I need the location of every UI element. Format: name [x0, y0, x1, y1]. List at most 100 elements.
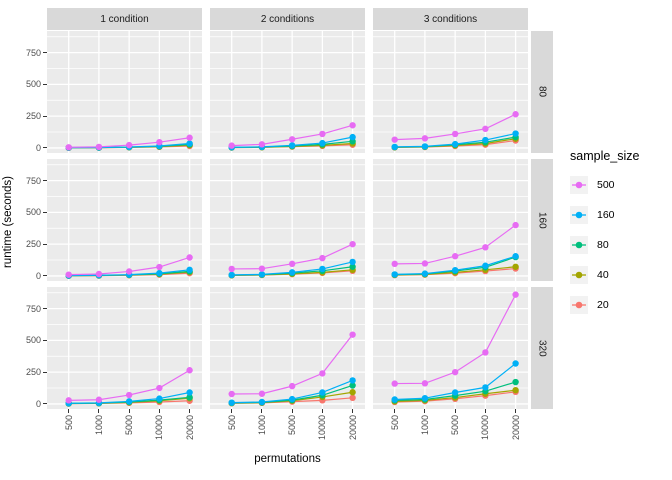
data-point-500 [288, 136, 296, 143]
data-point-500 [512, 221, 519, 229]
facet-col-strip-3: 3 conditions [373, 8, 528, 30]
panel-plot [210, 287, 365, 409]
axis-tick-mark [43, 403, 47, 405]
facet-panel-160-1-condition [47, 159, 202, 281]
data-point-160 [512, 360, 519, 367]
panel-plot [47, 31, 202, 153]
legend-key-glyph [572, 211, 586, 219]
data-point-40 [512, 386, 519, 394]
data-point-160 [512, 130, 519, 137]
data-point-160 [288, 395, 296, 403]
data-point-500 [482, 349, 489, 356]
data-point-500 [451, 130, 459, 138]
data-point-500 [482, 125, 489, 133]
data-point-40 [512, 263, 519, 270]
legend-entry-80: 80 [570, 230, 639, 260]
data-point-40 [349, 389, 356, 396]
x-tick-label: 500 [63, 415, 74, 431]
panel-plot [373, 287, 528, 409]
panel-plot [210, 31, 365, 153]
x-tick-label: 5000 [287, 415, 298, 436]
data-point-500 [65, 397, 72, 404]
facet-panel-80-3-conditions [373, 31, 528, 153]
axis-tick-mark [424, 409, 426, 413]
data-point-160 [288, 142, 296, 149]
legend-entry-160: 160 [570, 200, 639, 230]
axis-tick-mark [321, 409, 323, 413]
data-point-500 [65, 271, 72, 278]
facet-panel-160-3-conditions [373, 159, 528, 281]
data-point-160 [451, 389, 459, 396]
axis-tick-mark [352, 409, 354, 413]
data-point-160 [391, 143, 398, 151]
data-point-160 [319, 139, 326, 147]
data-point-160 [186, 140, 193, 147]
x-tick-label: 20000 [510, 415, 521, 441]
facet-panel-80-2-conditions [210, 31, 365, 153]
data-point-500 [95, 396, 103, 403]
y-tick-label: 250 [25, 239, 41, 250]
axis-tick-mark [43, 52, 47, 54]
data-point-80 [186, 394, 193, 401]
data-point-160 [258, 398, 266, 406]
facet-panel-320-3-conditions [373, 287, 528, 409]
data-point-160 [319, 265, 326, 273]
legend-key-glyph [572, 271, 586, 279]
facet-row-strip-160: 160 [531, 159, 553, 281]
data-point-500 [391, 380, 398, 387]
data-point-160 [288, 269, 296, 276]
legend-entry-20: 20 [570, 290, 639, 320]
axis-tick-mark [43, 308, 47, 310]
legend-key-glyph [572, 181, 586, 189]
data-point-500 [95, 143, 103, 151]
axis-tick-mark [128, 409, 130, 413]
legend-entries: 500 160 80 40 20 [570, 170, 639, 320]
y-tick-label: 0 [35, 398, 41, 409]
facet-panel-80-1-condition [47, 31, 202, 153]
facet-col-strip-1: 1 condition [47, 8, 202, 30]
legend-title: sample_size [570, 149, 640, 163]
legend-key-swatch [570, 236, 588, 254]
y-tick-label: 250 [25, 367, 41, 378]
data-point-500 [288, 382, 296, 390]
axis-tick-mark [43, 115, 47, 117]
data-point-500 [512, 291, 519, 298]
data-point-500 [258, 390, 266, 397]
x-tick-label: 10000 [154, 415, 165, 441]
axis-tick-mark [515, 409, 517, 413]
y-tick-label: 250 [25, 111, 41, 122]
axis-tick-mark [43, 275, 47, 277]
data-point-20 [349, 394, 356, 402]
axis-tick-mark [43, 83, 47, 85]
legend-entry-500: 500 [570, 170, 639, 200]
data-point-160 [156, 395, 163, 402]
data-point-80 [512, 378, 519, 386]
y-tick-label: 750 [25, 303, 41, 314]
legend-key-swatch [570, 176, 588, 194]
data-point-80 [349, 382, 356, 389]
axis-tick-mark [68, 409, 70, 413]
facet-row-strip-label: 80 [536, 86, 548, 98]
x-tick-label: 20000 [347, 415, 358, 441]
facet-row-strip-label: 320 [536, 339, 548, 357]
legend-label: 20 [597, 299, 609, 311]
data-point-80 [349, 263, 356, 270]
legend-label: 40 [597, 269, 609, 281]
data-point-500 [228, 265, 235, 273]
data-point-160 [258, 271, 266, 278]
data-point-500 [349, 240, 356, 248]
x-tick-label: 5000 [124, 415, 135, 436]
data-point-500 [421, 135, 429, 142]
data-point-500 [451, 368, 459, 376]
data-point-500 [421, 380, 429, 387]
data-point-160 [186, 266, 193, 274]
data-point-500 [319, 370, 326, 377]
facet-row-strip-label: 160 [536, 211, 548, 229]
x-tick-label: 10000 [480, 415, 491, 441]
axis-tick-mark [43, 180, 47, 182]
data-point-160 [482, 136, 489, 144]
data-point-500 [349, 331, 356, 338]
data-point-160 [421, 394, 429, 402]
panel-plot [47, 287, 202, 409]
